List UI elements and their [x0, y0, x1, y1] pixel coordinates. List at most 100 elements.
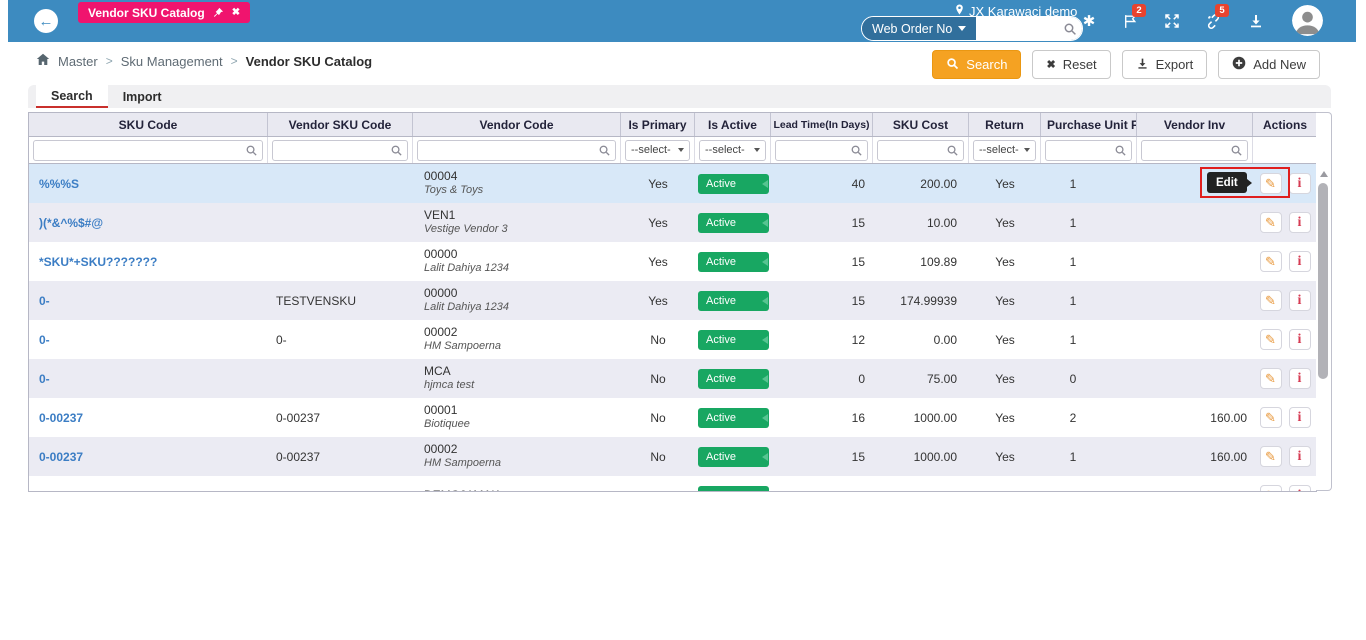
broken-link-icon[interactable]: 5 — [1203, 4, 1229, 31]
column-header-vendor-sku-code[interactable]: Vendor SKU Code — [268, 113, 413, 136]
sku-code-link[interactable]: 0-00237 — [39, 449, 84, 464]
info-button[interactable]: i — [1288, 407, 1311, 428]
lead-time-cell: 15 — [851, 215, 865, 230]
reset-button[interactable]: ✖ Reset — [1032, 50, 1111, 79]
column-header-sku-code[interactable]: SKU Code — [29, 113, 268, 136]
table-row[interactable]: 0-00237 0-00237 00001 Biotiquee No Activ… — [29, 398, 1316, 437]
breadcrumb-item-sku-management[interactable]: Sku Management — [120, 53, 223, 69]
edit-button[interactable]: ✎ — [1259, 290, 1282, 311]
pencil-icon: ✎ — [1265, 371, 1276, 386]
edit-button[interactable]: ✎ — [1259, 446, 1282, 467]
filter-is-primary-select[interactable]: --select- — [625, 139, 690, 161]
return-cell: Yes — [995, 371, 1015, 386]
table-row[interactable]: *SKU*+SKU??????? 00000 Lalit Dahiya 1234… — [29, 242, 1316, 281]
lead-time-cell: 12 — [851, 332, 865, 347]
table-row[interactable]: DEMO01MAK Active ✎ i — [29, 476, 1316, 491]
column-header-vendor-code[interactable]: Vendor Code — [413, 113, 621, 136]
sku-code-link[interactable]: 0- — [39, 371, 50, 386]
vendor-code: 00001 — [424, 403, 458, 418]
filter-return-select[interactable]: --select- — [973, 139, 1036, 161]
active-status-toggle[interactable]: Active — [698, 407, 769, 428]
filter-purchase-unit-input[interactable] — [1045, 139, 1132, 161]
filter-is-active-select[interactable]: --select- — [699, 139, 766, 161]
vendor-sku-code-cell: 0- — [276, 332, 287, 347]
info-button[interactable]: i — [1288, 251, 1311, 272]
filter-vendor-code-input[interactable] — [417, 139, 616, 161]
table-row[interactable]: %%%S 00004 Toys & Toys Yes Active 40 200… — [29, 164, 1316, 203]
sku-code-link[interactable]: )(*&^%$#@ — [39, 215, 104, 230]
active-status-toggle[interactable]: Active — [698, 290, 769, 311]
tab-search[interactable]: Search — [36, 85, 108, 108]
info-button[interactable]: i — [1288, 212, 1311, 233]
select-placeholder: --select- — [979, 144, 1019, 156]
edit-button[interactable]: ✎ — [1259, 368, 1282, 389]
filter-sku-cost-input[interactable] — [877, 139, 964, 161]
table-row[interactable]: )(*&^%$#@ VEN1 Vestige Vendor 3 Yes Acti… — [29, 203, 1316, 242]
info-button[interactable]: i — [1288, 485, 1311, 491]
active-status-toggle[interactable]: Active — [698, 368, 769, 389]
info-button[interactable]: i — [1288, 290, 1311, 311]
scrollbar-thumb[interactable] — [1318, 183, 1328, 379]
column-header-sku-cost[interactable]: SKU Cost — [873, 113, 969, 136]
info-button[interactable]: i — [1288, 446, 1311, 467]
edit-button[interactable]: ✎ — [1259, 251, 1282, 272]
quick-search-input[interactable] — [976, 17, 1083, 40]
sku-code-link[interactable]: 0- — [39, 332, 50, 347]
active-status-toggle[interactable]: Active — [698, 446, 769, 467]
tab-import[interactable]: Import — [108, 85, 177, 108]
session-tab-vendor-sku-catalog[interactable]: Vendor SKU Catalog ✖ — [78, 2, 251, 23]
edit-button[interactable]: ✎ — [1259, 407, 1282, 428]
sku-code-link[interactable]: *SKU*+SKU??????? — [39, 254, 158, 269]
scroll-up-arrow-icon[interactable] — [1320, 171, 1328, 177]
vendor-sku-code-cell — [268, 164, 413, 203]
info-button[interactable]: i — [1288, 173, 1311, 194]
user-avatar[interactable] — [1292, 5, 1323, 36]
column-header-is-primary[interactable]: Is Primary — [621, 113, 695, 136]
sku-code-link[interactable]: %%%S — [39, 176, 80, 191]
filter-vendor-sku-code-input[interactable] — [272, 139, 408, 161]
vendor-code-cell: 00001 Biotiquee — [413, 398, 621, 437]
column-header-vendor-inv[interactable]: Vendor Inv — [1137, 113, 1253, 136]
active-status-toggle[interactable]: Active — [698, 212, 769, 233]
info-button[interactable]: i — [1288, 329, 1311, 350]
back-button[interactable]: ← — [34, 9, 58, 33]
search-button[interactable]: Search — [932, 50, 1022, 79]
search-category-select[interactable]: Web Order No — [862, 17, 977, 40]
pin-icon[interactable] — [213, 7, 224, 18]
filter-vendor-inv-input[interactable] — [1141, 139, 1248, 161]
active-status-toggle[interactable]: Active — [698, 251, 769, 272]
active-status-toggle[interactable]: Active — [698, 173, 769, 194]
column-header-return[interactable]: Return — [969, 113, 1041, 136]
active-status-toggle[interactable]: Active — [698, 485, 769, 491]
asterisk-icon[interactable]: ✱ — [1079, 11, 1099, 31]
breadcrumb-item-master[interactable]: Master — [58, 53, 98, 69]
info-button[interactable]: i — [1288, 368, 1311, 389]
table-row[interactable]: 0- 0- 00002 HM Sampoerna No Active 12 0.… — [29, 320, 1316, 359]
breadcrumb-separator: > — [230, 54, 238, 68]
fullscreen-expand-icon[interactable] — [1162, 11, 1182, 31]
filter-sku-code-input[interactable] — [33, 139, 263, 161]
close-tab-icon[interactable]: ✖ — [231, 6, 241, 18]
sku-code-link[interactable]: 0-00237 — [39, 410, 84, 425]
column-header-purchase-unit[interactable]: Purchase Unit F — [1041, 113, 1137, 136]
filter-lead-time-input[interactable] — [775, 139, 868, 161]
edit-button[interactable]: ✎ — [1259, 329, 1282, 350]
search-icon — [1114, 144, 1127, 162]
edit-button[interactable]: ✎ — [1259, 212, 1282, 233]
edit-button[interactable]: ✎ — [1259, 173, 1282, 194]
download-icon[interactable] — [1246, 11, 1266, 31]
sku-code-link[interactable]: 0- — [39, 293, 50, 308]
add-new-button[interactable]: Add New — [1218, 50, 1320, 79]
table-row[interactable]: 0- MCA hjmca test No Active 0 75.00 Yes … — [29, 359, 1316, 398]
column-header-lead-time[interactable]: Lead Time(In Days) — [771, 113, 873, 136]
flag-icon[interactable]: 2 — [1120, 4, 1146, 31]
export-button[interactable]: Export — [1121, 50, 1208, 79]
table-row[interactable]: 0-00237 0-00237 00002 HM Sampoerna No Ac… — [29, 437, 1316, 476]
vendor-name: Vestige Vendor 3 — [424, 223, 508, 236]
is-active-cell: Active — [695, 398, 771, 437]
active-status-toggle[interactable]: Active — [698, 329, 769, 350]
actions-cell: ✎ i — [1253, 476, 1316, 491]
table-row[interactable]: 0- TESTVENSKU 00000 Lalit Dahiya 1234 Ye… — [29, 281, 1316, 320]
edit-button[interactable]: ✎ — [1259, 485, 1282, 491]
column-header-is-active[interactable]: Is Active — [695, 113, 771, 136]
